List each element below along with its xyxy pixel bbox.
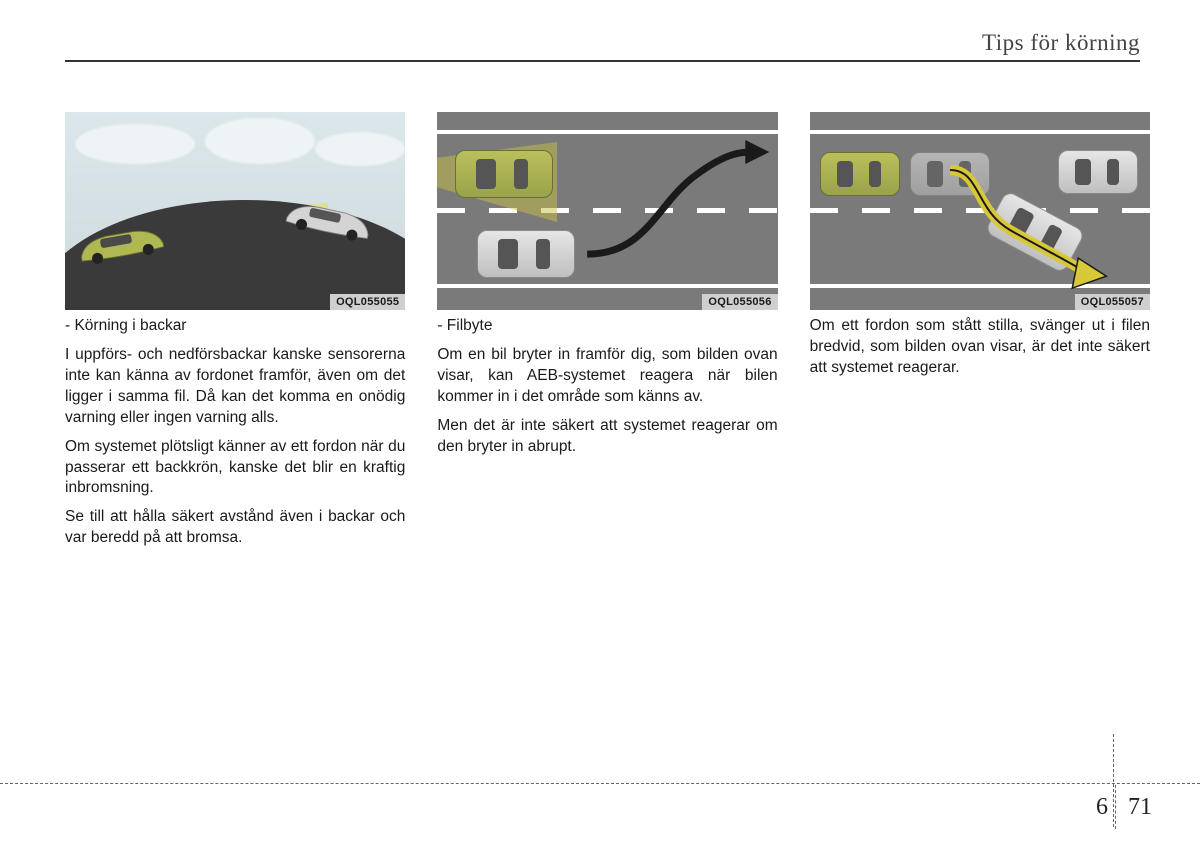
subheading: - Körning i backar xyxy=(65,316,405,337)
figure-hill-driving: OQL055055 xyxy=(65,112,405,310)
figure-stationary-vehicle: OQL055057 xyxy=(810,112,1150,310)
content-columns: OQL055055 - Körning i backar I uppförs- … xyxy=(65,112,1150,549)
column-1: OQL055055 - Körning i backar I uppförs- … xyxy=(65,112,405,549)
figure-lane-change: OQL055056 xyxy=(437,112,777,310)
section-number: 6 xyxy=(1096,785,1108,829)
paragraph: Se till att hålla säkert avstånd även i … xyxy=(65,507,405,549)
lane-change-arrow-icon xyxy=(437,112,777,310)
figure-label: OQL055055 xyxy=(330,294,405,310)
page-number: 71 xyxy=(1115,785,1152,829)
manual-page: Tips för körning xyxy=(0,0,1200,845)
paragraph: Om systemet plötsligt känner av ett ford… xyxy=(65,437,405,500)
column-2: OQL055056 - Filbyte Om en bil bryter in … xyxy=(437,112,777,549)
paragraph: I uppförs- och nedförsbackar kanske sens… xyxy=(65,345,405,429)
page-footer: 6 71 xyxy=(0,783,1200,827)
swerve-arrow-icon xyxy=(810,112,1150,310)
paragraph: Om ett fordon som stått stilla, svänger … xyxy=(810,316,1150,379)
paragraph: Om en bil bryter in framför dig, som bil… xyxy=(437,345,777,408)
header-title: Tips för körning xyxy=(65,30,1140,56)
column-3: OQL055057 Om ett fordon som stått stilla… xyxy=(810,112,1150,549)
subheading: - Filbyte xyxy=(437,316,777,337)
header-rule xyxy=(65,60,1140,62)
page-header: Tips för körning xyxy=(65,30,1150,70)
figure-label: OQL055057 xyxy=(1075,294,1150,310)
figure-label: OQL055056 xyxy=(702,294,777,310)
paragraph: Men det är inte säkert att systemet reag… xyxy=(437,416,777,458)
